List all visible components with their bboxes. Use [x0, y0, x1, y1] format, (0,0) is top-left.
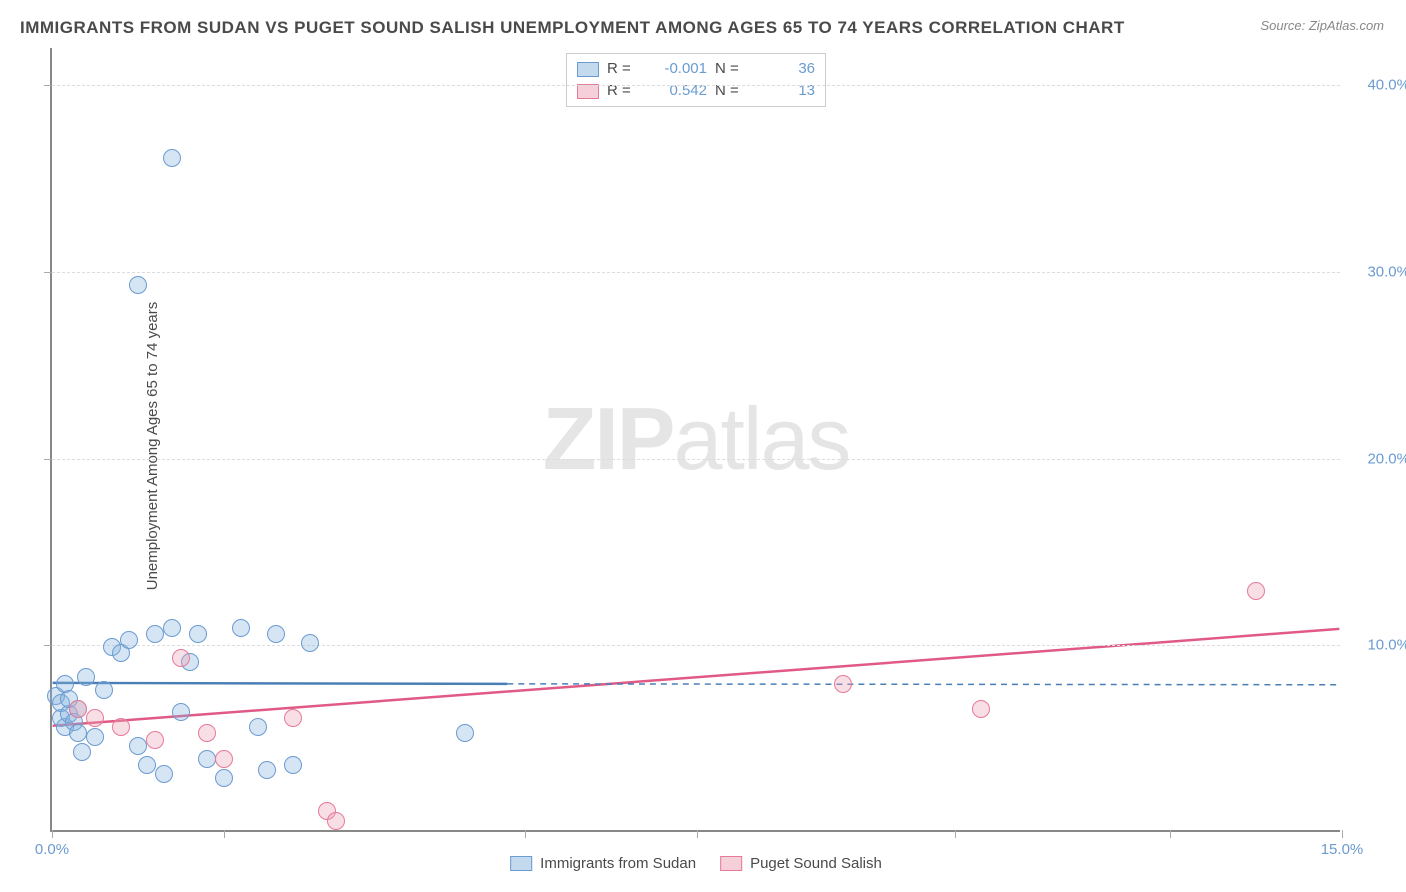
legend-item-2: Puget Sound Salish — [720, 855, 882, 872]
data-point-sudan — [77, 668, 95, 686]
data-point-sudan — [456, 724, 474, 742]
data-point-sudan — [189, 625, 207, 643]
n-label: N = — [715, 58, 747, 80]
swatch-blue-icon — [510, 856, 532, 871]
y-tick — [44, 272, 52, 273]
swatch-blue-icon — [577, 62, 599, 77]
y-tick-label: 40.0% — [1350, 77, 1406, 94]
data-point-sudan — [86, 728, 104, 746]
grid-line — [52, 459, 1340, 460]
data-point-sudan — [172, 703, 190, 721]
data-point-sudan — [249, 718, 267, 736]
x-tick — [1342, 830, 1343, 838]
y-tick — [44, 459, 52, 460]
y-tick-label: 10.0% — [1350, 637, 1406, 654]
data-point-sudan — [129, 276, 147, 294]
data-point-sudan — [267, 625, 285, 643]
data-point-sudan — [120, 631, 138, 649]
data-point-salish — [69, 700, 87, 718]
r-label: R = — [607, 80, 639, 102]
legend-label-2: Puget Sound Salish — [750, 855, 882, 872]
data-point-salish — [146, 731, 164, 749]
data-point-sudan — [284, 756, 302, 774]
x-tick — [1170, 830, 1171, 838]
r-label: R = — [607, 58, 639, 80]
data-point-sudan — [163, 619, 181, 637]
data-point-salish — [112, 718, 130, 736]
x-tick — [525, 830, 526, 838]
swatch-pink-icon — [720, 856, 742, 871]
plot-area: ZIPatlas R = -0.001 N = 36 R = 0.542 N =… — [50, 48, 1340, 832]
data-point-sudan — [146, 625, 164, 643]
data-point-sudan — [138, 756, 156, 774]
n-label: N = — [715, 80, 747, 102]
legend-row-series-2: R = 0.542 N = 13 — [577, 80, 815, 102]
r-value-2: 0.542 — [647, 80, 707, 102]
x-tick — [955, 830, 956, 838]
data-point-sudan — [301, 634, 319, 652]
data-point-salish — [215, 750, 233, 768]
x-tick — [697, 830, 698, 838]
n-value-2: 13 — [755, 80, 815, 102]
watermark: ZIPatlas — [543, 388, 850, 490]
data-point-sudan — [56, 675, 74, 693]
grid-line — [52, 272, 1340, 273]
data-point-sudan — [155, 765, 173, 783]
y-tick — [44, 85, 52, 86]
data-point-salish — [972, 700, 990, 718]
data-point-sudan — [163, 149, 181, 167]
data-point-sudan — [69, 724, 87, 742]
x-tick — [224, 830, 225, 838]
y-tick-label: 20.0% — [1350, 450, 1406, 467]
y-tick — [44, 645, 52, 646]
x-tick-label: 15.0% — [1312, 841, 1372, 858]
data-point-salish — [198, 724, 216, 742]
chart-title: IMMIGRANTS FROM SUDAN VS PUGET SOUND SAL… — [20, 18, 1125, 38]
data-point-sudan — [129, 737, 147, 755]
legend-item-1: Immigrants from Sudan — [510, 855, 696, 872]
data-point-salish — [1247, 582, 1265, 600]
data-point-sudan — [95, 681, 113, 699]
data-point-salish — [86, 709, 104, 727]
x-tick — [52, 830, 53, 838]
data-point-salish — [834, 675, 852, 693]
series-legend: Immigrants from Sudan Puget Sound Salish — [510, 855, 882, 872]
correlation-legend: R = -0.001 N = 36 R = 0.542 N = 13 — [566, 53, 826, 107]
data-point-salish — [284, 709, 302, 727]
r-value-1: -0.001 — [647, 58, 707, 80]
data-point-salish — [327, 812, 345, 830]
data-point-sudan — [258, 761, 276, 779]
y-tick-label: 30.0% — [1350, 264, 1406, 281]
source-attribution: Source: ZipAtlas.com — [1260, 18, 1384, 33]
data-point-sudan — [73, 743, 91, 761]
data-point-sudan — [215, 769, 233, 787]
legend-label-1: Immigrants from Sudan — [540, 855, 696, 872]
data-point-sudan — [198, 750, 216, 768]
legend-row-series-1: R = -0.001 N = 36 — [577, 58, 815, 80]
x-tick-label: 0.0% — [22, 841, 82, 858]
grid-line — [52, 645, 1340, 646]
data-point-salish — [172, 649, 190, 667]
data-point-sudan — [232, 619, 250, 637]
trend-lines-svg — [52, 48, 1340, 830]
n-value-1: 36 — [755, 58, 815, 80]
grid-line — [52, 85, 1340, 86]
